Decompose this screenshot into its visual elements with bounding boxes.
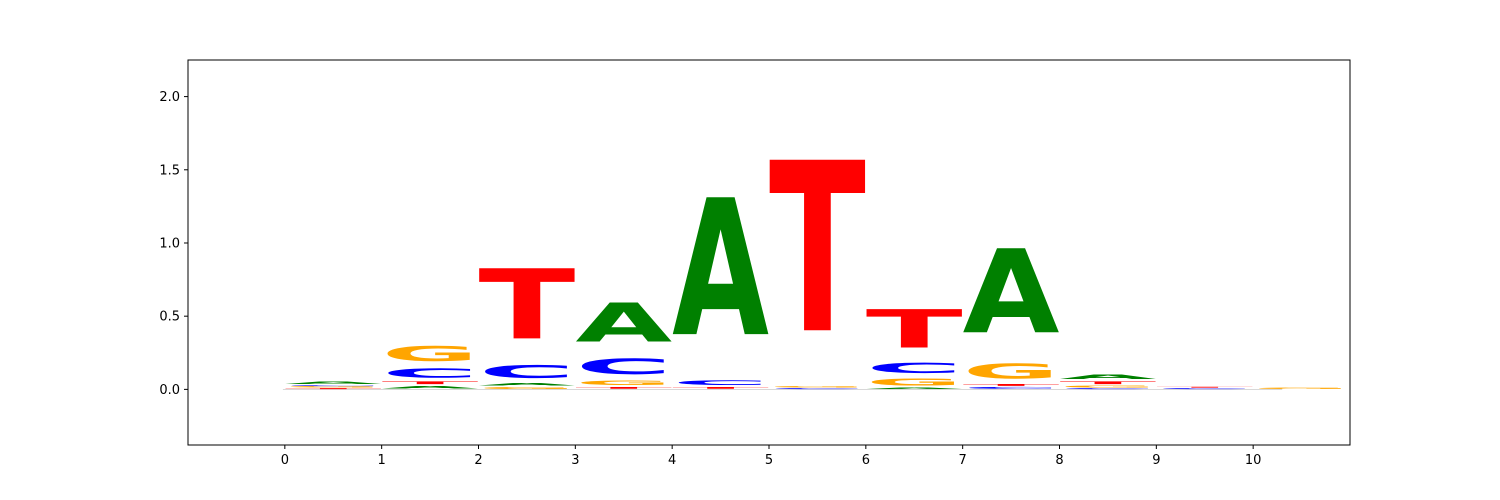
logo-letter-G-pos-5: G [769,386,866,387]
x-tick-label: 7 [959,453,967,468]
logo-letter-A-pos-0: A [285,381,383,385]
x-tick-label: 0 [281,453,289,468]
logo-letter-A-pos-3: A [575,292,672,355]
logo-letter-T-pos-2: T [479,249,576,362]
logo-letter-G-pos-3: G [575,379,672,386]
logo-letter-A-pos-1: A [382,385,480,389]
logo-letter-G-pos-8: G [1060,385,1157,388]
x-tick-label: 2 [474,453,482,468]
y-tick-label: 0.5 [159,310,180,325]
logo-letter-C-pos-4: C [672,379,769,386]
x-tick-label: 9 [1152,453,1160,468]
y-tick-label: 0.0 [159,383,180,398]
x-tick-label: 8 [1055,453,1063,468]
logo-letter-A-pos-8: A [1060,373,1157,380]
logo-letter-C-pos-3: C [575,354,672,379]
logo-letter-G-pos-1: G [382,342,479,365]
y-axis: 0.0 0.5 1.0 1.5 2.0 [159,90,188,398]
logo-letter-G-pos-0: G [285,386,382,387]
x-tick-label: 6 [862,453,870,468]
logo-letter-T-pos-4: T [672,386,769,389]
logo-letter-C-pos-0: C [285,385,382,386]
logo-letter-T-pos-5: T [769,113,866,386]
logo-letter-C-pos-9: C [1156,388,1253,389]
logo-letter-G-pos-2: G [479,386,576,389]
logo-letter-C-pos-5: C [769,388,866,389]
logo-letter-A-pos-2: A [479,382,577,386]
logo-letter-T-pos-9: T [1156,386,1253,387]
logo-letter-T-pos-8: T [1060,381,1157,385]
x-tick-label: 5 [765,453,773,468]
y-tick-label: 1.0 [159,236,180,251]
x-tick-label: 3 [571,453,579,468]
logo-letter-C-pos-2: C [479,362,576,382]
logo-letter-G-pos-7: G [963,360,1060,383]
x-tick-label: 10 [1245,453,1262,468]
logo-letter-T-pos-0: T [285,388,382,389]
y-tick-label: 1.5 [159,163,180,178]
logo-letter-A-pos-7: A [963,226,1060,360]
x-axis: 0 1 2 3 4 5 6 7 8 9 10 [281,445,1262,468]
logo-letter-C-pos-1: C [382,366,479,381]
x-tick-label: 4 [668,453,676,468]
logo-letter-G-pos-6: G [866,376,963,388]
logo-letter-C-pos-6: C [866,360,963,376]
logo-letter-G-pos-10: G [1253,388,1350,389]
logo-letter-C-pos-7: C [963,386,1060,389]
logo-letter-C-pos-8: C [1060,388,1157,389]
logo-letter-T-pos-3: T [575,386,672,389]
logo-letter-T-pos-7: T [963,384,1060,387]
logo-letter-T-pos-6: T [866,299,963,360]
y-tick-label: 2.0 [159,90,180,105]
logo-letter-A-pos-4: A [672,160,769,379]
logo-letter-A-pos-6: A [866,388,964,389]
x-tick-label: 1 [378,453,386,468]
logo-letter-T-pos-1: T [382,381,479,385]
